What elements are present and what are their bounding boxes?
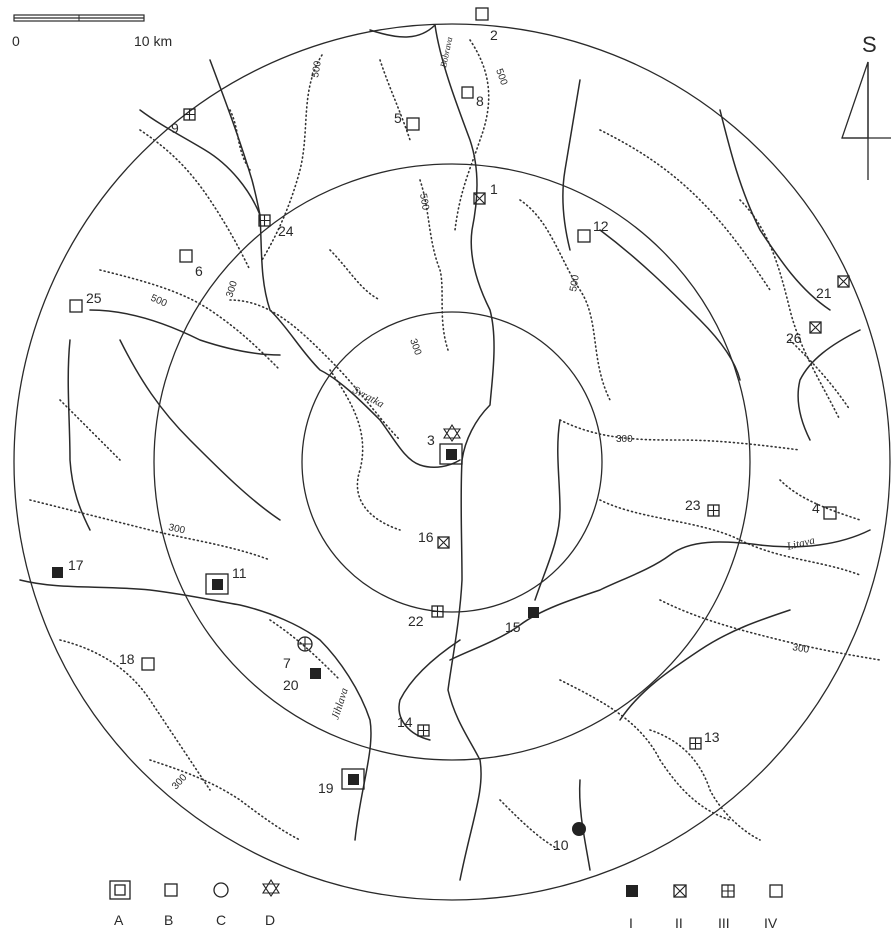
site-markers: 1 2 3 4 5 6 7 8 9 10 11 <box>52 7 850 853</box>
site-marker-21 <box>837 275 850 288</box>
contour-label-4: 500 <box>568 274 582 293</box>
legend-symbol-a <box>109 880 131 900</box>
site-marker-18 <box>141 657 155 671</box>
site-label-10: 10 <box>553 837 569 853</box>
legend-symbol-d <box>261 878 281 897</box>
site-label-23: 23 <box>685 497 701 513</box>
scale-end-label: 10 km <box>134 33 172 49</box>
legend-label-ii: II <box>675 915 683 931</box>
legend-label-iv: IV <box>764 915 778 931</box>
north-arrow: S <box>841 32 891 180</box>
legend-symbol-ii <box>673 884 687 898</box>
site-marker-3 <box>446 449 457 460</box>
river-label-litava: Litava <box>785 534 817 553</box>
contour-label-2: 500 <box>493 67 509 87</box>
legend-types: A B C D <box>109 878 281 928</box>
distance-rings <box>13 23 891 901</box>
site-marker-15 <box>528 607 539 618</box>
contour-lines <box>29 39 881 851</box>
site-label-18: 18 <box>119 651 135 667</box>
site-marker-4 <box>823 506 837 520</box>
contour-label-8: 300 <box>616 434 633 445</box>
contour-label-7: 300 <box>407 337 423 357</box>
site-label-15: 15 <box>505 619 521 635</box>
ring-outer <box>13 23 891 901</box>
site-marker-5 <box>406 117 420 131</box>
site-label-3: 3 <box>427 432 435 448</box>
ring-inner <box>301 311 603 613</box>
river-label-svratka: Svratka <box>351 384 387 411</box>
site-marker-12 <box>577 229 591 243</box>
north-label: S <box>862 32 877 57</box>
site-label-5: 5 <box>394 110 402 126</box>
river-label-jihlava: Jihlava <box>329 686 351 721</box>
legend-label-c: C <box>216 912 226 928</box>
legend-symbol-i <box>626 885 638 897</box>
site-marker-19-frame <box>341 768 365 790</box>
site-marker-6 <box>179 249 193 263</box>
site-label-22: 22 <box>408 613 424 629</box>
site-marker-11-frame <box>205 573 229 595</box>
site-label-8: 8 <box>476 93 484 109</box>
site-label-16: 16 <box>418 529 434 545</box>
legend-label-i: I <box>629 915 633 931</box>
river-network <box>19 24 871 881</box>
scale-zero-label: 0 <box>12 33 20 49</box>
site-marker-20 <box>310 668 321 679</box>
legend-symbol-c <box>213 882 229 898</box>
site-marker-2 <box>475 7 489 21</box>
river-label-bobrava: Bobrava <box>438 36 454 69</box>
legend-label-b: B <box>164 912 173 928</box>
legend-symbol-b <box>164 883 178 897</box>
site-label-1: 1 <box>490 181 498 197</box>
legend-label-iii: III <box>718 915 730 931</box>
site-marker-16 <box>437 536 450 549</box>
site-label-12: 12 <box>593 218 609 234</box>
site-label-19: 19 <box>318 780 334 796</box>
contour-label-11: 300 <box>170 772 190 792</box>
site-marker-19 <box>348 774 359 785</box>
site-label-24: 24 <box>278 223 294 239</box>
site-label-13: 13 <box>704 729 720 745</box>
site-label-20: 20 <box>283 677 299 693</box>
legend-symbol-iv <box>769 884 783 898</box>
site-label-21: 21 <box>816 285 832 301</box>
scale-bar: 0 10 km <box>12 14 172 49</box>
site-marker-17 <box>52 567 63 578</box>
site-3-star-icon <box>442 423 462 442</box>
site-label-7: 7 <box>283 655 291 671</box>
site-marker-26 <box>809 321 822 334</box>
site-marker-1 <box>473 192 486 205</box>
legend-label-a: A <box>114 912 124 928</box>
site-label-26: 26 <box>786 330 802 346</box>
site-label-2: 2 <box>490 27 498 43</box>
site-marker-8 <box>461 86 474 99</box>
legend-categories: I II III IV <box>626 884 783 931</box>
site-label-9: 9 <box>171 120 179 136</box>
contour-label-10: 300 <box>791 642 810 656</box>
site-label-11: 11 <box>232 565 247 581</box>
contour-label-6: 500 <box>149 293 169 310</box>
legend-label-d: D <box>265 912 275 928</box>
contour-label-1: 500 <box>310 60 324 79</box>
site-label-14: 14 <box>397 714 413 730</box>
contour-label-3: 500 <box>417 193 431 212</box>
contour-label-9: 300 <box>167 522 186 536</box>
site-marker-3-frame <box>439 443 463 465</box>
site-marker-11 <box>212 579 223 590</box>
site-label-6: 6 <box>195 263 203 279</box>
site-marker-25 <box>69 299 83 313</box>
site-label-4: 4 <box>812 500 820 516</box>
site-marker-10 <box>572 822 586 836</box>
ring-middle <box>153 163 751 761</box>
site-label-17: 17 <box>68 557 84 573</box>
contour-label-5: 300 <box>224 279 240 299</box>
site-label-25: 25 <box>86 290 102 306</box>
